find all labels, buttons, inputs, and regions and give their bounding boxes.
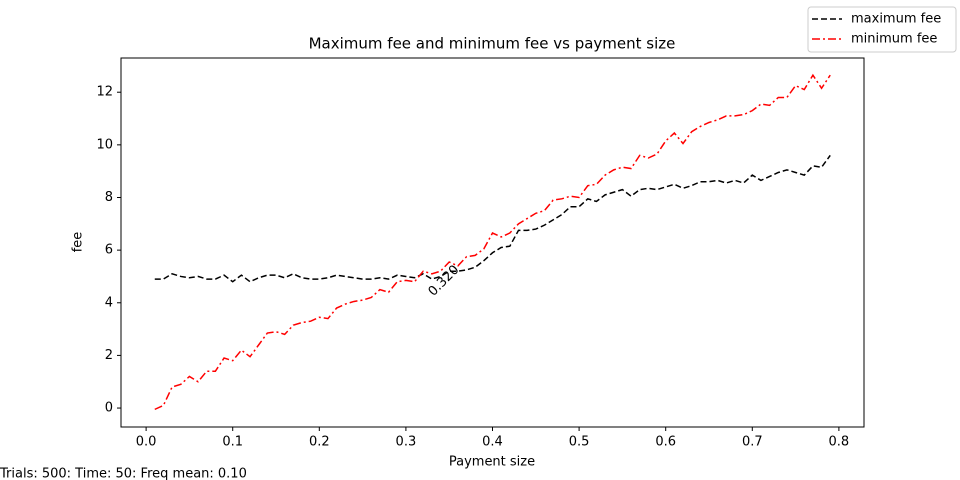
x-tick-label: 0.8 (829, 435, 850, 450)
x-tick-label: 0.3 (396, 435, 417, 450)
line-series (154, 73, 831, 411)
chart-title: Maximum fee and minimum fee vs payment s… (309, 35, 676, 53)
y-tick-label: 4 (105, 295, 113, 310)
x-axis-label: Payment size (449, 455, 535, 470)
legend-box (807, 6, 957, 53)
y-tick-label: 10 (96, 137, 113, 152)
x-tick-label: 0.2 (309, 435, 330, 450)
y-tick-label: 2 (105, 348, 113, 363)
x-tick-label: 0.7 (742, 435, 763, 450)
x-tick-label: 0.1 (222, 435, 243, 450)
y-axis-label: fee (71, 232, 86, 253)
y-tick-label: 0 (105, 401, 113, 416)
y-tick-label: 6 (105, 243, 113, 258)
x-tick-label: 0.0 (136, 435, 157, 450)
x-tick-label: 0.4 (482, 435, 503, 450)
footer: Trials: 500: Time: 50: Freq mean: 0.10 (0, 467, 247, 480)
legend-label: minimum fee (851, 32, 937, 47)
plot-frame (120, 57, 865, 428)
y-tick-label: 12 (96, 85, 113, 100)
legend-label: maximum fee (851, 12, 941, 27)
x-tick-label: 0.6 (655, 435, 676, 450)
y-tick-label: 8 (105, 190, 113, 205)
line-series (154, 154, 831, 283)
x-tick-label: 0.5 (569, 435, 590, 450)
